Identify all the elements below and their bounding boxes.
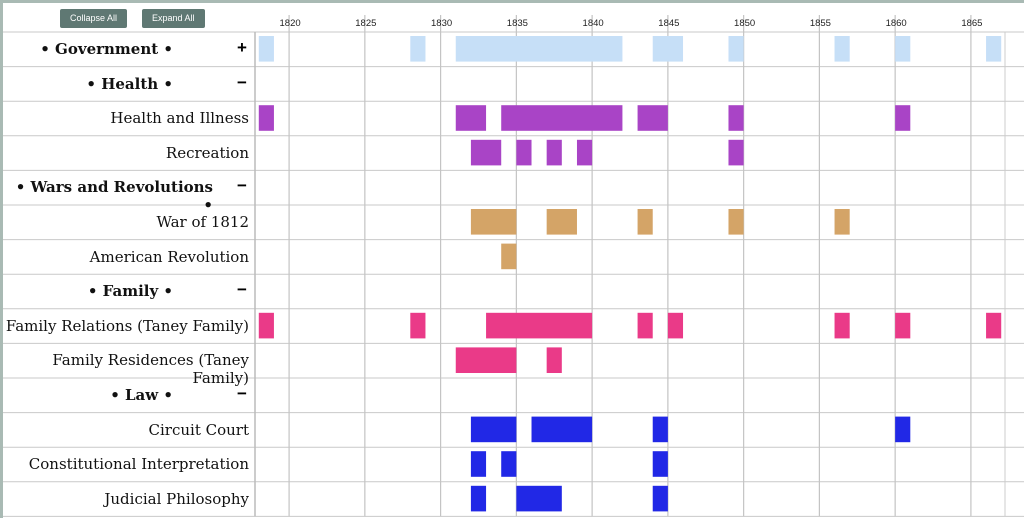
x-tick-label: 1835: [506, 18, 528, 29]
timeline-bar: [834, 312, 850, 339]
collapse-icon[interactable]: −: [237, 384, 247, 403]
timeline-bar: [546, 209, 577, 235]
timeline-bar: [410, 36, 426, 62]
timeline-bar: [501, 105, 623, 131]
row-label: Family Relations (Taney Family): [5, 316, 249, 335]
timeline-bar: [455, 105, 487, 131]
timeline-grid: [3, 15, 1024, 517]
category-header[interactable]: • Health •: [86, 74, 173, 93]
collapse-icon[interactable]: −: [237, 72, 247, 92]
x-tick-label: 1845: [658, 18, 680, 29]
x-tick-label: 1865: [961, 18, 983, 29]
timeline-bar: [834, 36, 850, 62]
timeline-bar: [258, 312, 274, 339]
row-label: Family Residences (Taney Family): [52, 351, 249, 388]
timeline-bar: [895, 36, 911, 62]
expand-icon[interactable]: +: [237, 38, 247, 57]
collapse-icon[interactable]: −: [237, 176, 247, 196]
timeline-bar: [470, 209, 517, 235]
x-tick-label: 1850: [734, 18, 756, 29]
timeline-bar: [546, 347, 562, 373]
timeline-bar: [637, 105, 668, 131]
category-header[interactable]: • Wars and Revolutions •: [15, 178, 213, 215]
timeline-panel: Collapse All Expand All 1820 1825 1830 1835…: [3, 3, 1024, 518]
collapse-icon[interactable]: −: [237, 280, 247, 300]
timeline-bar: [470, 416, 517, 443]
timeline-bar: [986, 36, 1002, 62]
timeline-bar: [258, 36, 274, 62]
timeline-bar: [531, 416, 593, 443]
timeline-bar: [516, 139, 532, 166]
row-label: Judicial Philosophy: [104, 489, 249, 508]
timeline-bar: [455, 36, 623, 62]
timeline-bar: [986, 312, 1002, 339]
timeline-bar: [455, 347, 517, 373]
timeline-bar: [470, 451, 487, 477]
timeline-bar: [895, 105, 911, 131]
timeline-bar: [637, 312, 653, 339]
timeline-bar: [667, 312, 684, 339]
timeline-bar: [728, 36, 744, 62]
row-label: War of 1812: [156, 213, 249, 231]
timeline-bar: [652, 451, 668, 477]
timeline-bar: [576, 139, 593, 166]
row-label: Constitutional Interpretation: [28, 455, 249, 474]
timeline-bar: [728, 105, 744, 131]
row-label: Circuit Court: [148, 420, 249, 439]
timeline-bar: [546, 139, 562, 166]
timeline-bar: [728, 139, 744, 166]
timeline-bar: [470, 139, 502, 166]
x-tick-label: 1820: [279, 18, 301, 29]
timeline-bar: [486, 312, 593, 339]
timeline-bar: [516, 485, 562, 512]
timeline-bar: [834, 209, 850, 235]
timeline-bar: [652, 485, 668, 512]
x-tick-label: 1830: [431, 18, 453, 29]
collapse-all-button[interactable]: Collapse All: [60, 9, 128, 28]
row-label: American Revolution: [89, 247, 249, 266]
x-tick-label: 1855: [809, 18, 831, 29]
category-header[interactable]: • Law •: [110, 386, 173, 404]
timeline-bar: [410, 312, 426, 339]
timeline-bar: [895, 416, 911, 443]
row-label: Health and Illness: [110, 109, 249, 128]
x-tick-label: 1860: [885, 18, 907, 29]
expand-all-button[interactable]: Expand All: [142, 9, 205, 28]
timeline-bar: [652, 36, 684, 62]
timeline-bar: [470, 485, 487, 512]
x-tick-label: 1840: [582, 18, 604, 29]
timeline-bar: [637, 209, 653, 235]
timeline-bar: [501, 243, 517, 270]
row-label: Recreation: [165, 143, 249, 162]
timeline-bar: [728, 209, 744, 235]
category-header[interactable]: • Family •: [87, 282, 173, 301]
category-header[interactable]: • Government •: [40, 40, 173, 58]
timeline-bar: [895, 312, 911, 339]
timeline-bar: [501, 451, 517, 477]
timeline-bar: [258, 105, 274, 131]
timeline-bar: [652, 416, 668, 443]
x-tick-label: 1825: [355, 18, 377, 29]
